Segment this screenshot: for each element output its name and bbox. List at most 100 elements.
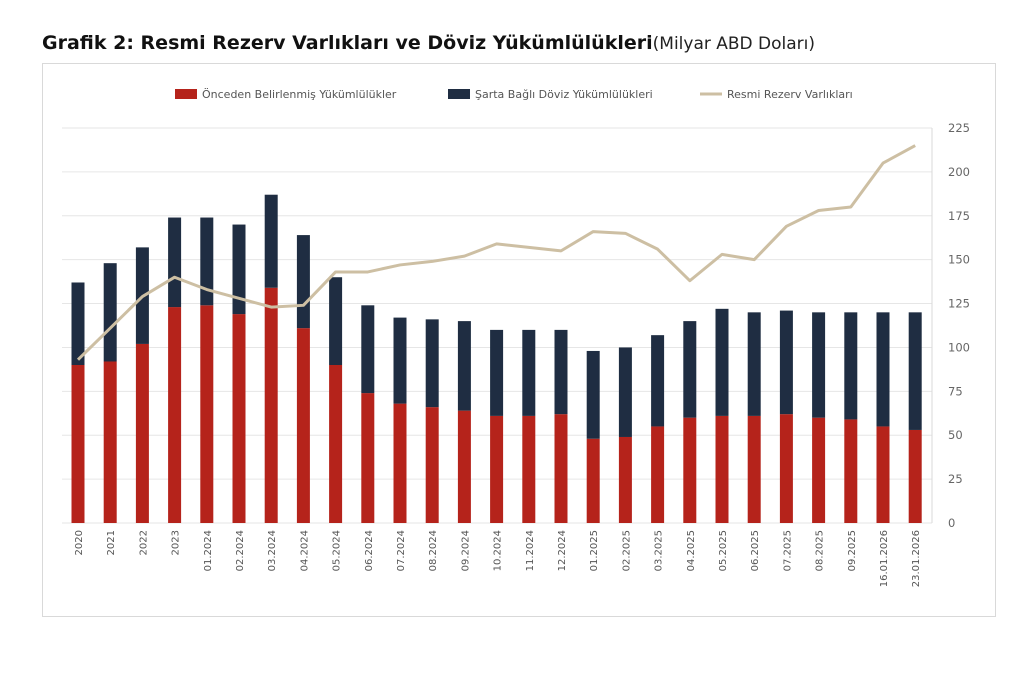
legend-label: Şarta Bağlı Döviz Yükümlülükleri <box>475 88 653 101</box>
bar-contingent <box>876 312 890 427</box>
bar-contingent <box>232 224 246 315</box>
bar-contingent <box>747 312 761 416</box>
bar-contingent <box>168 217 182 308</box>
chart-frame <box>42 63 996 617</box>
bar-predetermined <box>135 343 149 523</box>
bar-predetermined <box>168 307 182 523</box>
x-tick-label: 09.2025 <box>847 530 858 571</box>
y-tick-label: 225 <box>948 121 970 135</box>
chart-title: Grafik 2: Resmi Rezerv Varlıkları ve Döv… <box>42 32 815 54</box>
bar-predetermined <box>554 414 568 523</box>
y-tick-label: 125 <box>948 297 970 311</box>
x-tick-label: 05.2025 <box>718 530 729 571</box>
y-tick-label: 150 <box>948 253 970 267</box>
x-tick-label: 07.2025 <box>782 530 793 571</box>
bar-predetermined <box>908 429 922 523</box>
bar-predetermined <box>586 438 600 523</box>
bar-predetermined <box>393 403 407 523</box>
bar-contingent <box>651 335 665 427</box>
legend-label: Önceden Belirlenmiş Yükümlülükler <box>202 88 397 101</box>
y-tick-label: 100 <box>948 340 970 354</box>
bar-predetermined <box>103 361 117 523</box>
bar-contingent <box>425 319 439 408</box>
bar-contingent <box>586 350 600 439</box>
bar-predetermined <box>232 314 246 523</box>
x-tick-label: 01.2025 <box>589 530 600 571</box>
bar-predetermined <box>329 365 343 523</box>
x-tick-label: 2023 <box>171 530 182 555</box>
x-tick-label: 16.01.2026 <box>879 530 890 587</box>
x-tick-label: 03.2025 <box>654 530 665 571</box>
x-tick-label: 08.2024 <box>428 530 439 571</box>
bar-contingent <box>264 194 278 288</box>
x-tick-label: 23.01.2026 <box>911 530 922 587</box>
bar-contingent <box>103 263 117 362</box>
bar-contingent <box>554 329 568 415</box>
bar-contingent <box>844 312 858 420</box>
bar-predetermined <box>876 426 890 523</box>
bar-contingent <box>779 310 793 415</box>
x-tick-label: 2020 <box>74 530 85 555</box>
x-tick-label: 05.2024 <box>332 530 343 571</box>
x-tick-label: 04.2025 <box>686 530 697 571</box>
bar-contingent <box>329 277 343 365</box>
x-tick-label: 11.2024 <box>525 530 536 571</box>
subtitle-text: (Milyar ABD Doları) <box>652 34 816 54</box>
bar-predetermined <box>200 305 214 523</box>
y-tick-label: 50 <box>948 428 963 442</box>
x-tick-label: 07.2024 <box>396 530 407 571</box>
bar-predetermined <box>715 415 729 523</box>
bar-predetermined <box>779 414 793 523</box>
x-tick-label: 01.2024 <box>203 530 214 571</box>
bar-contingent <box>490 329 504 416</box>
legend-swatch <box>175 89 197 99</box>
bar-contingent <box>618 347 632 437</box>
bar-contingent <box>200 217 214 306</box>
bar-contingent <box>296 235 310 329</box>
legend-label: Resmi Rezerv Varlıkları <box>727 88 853 101</box>
bar-predetermined <box>618 436 632 523</box>
bar-contingent <box>71 282 85 365</box>
x-tick-label: 12.2024 <box>557 530 568 571</box>
bar-contingent <box>812 312 826 418</box>
bar-contingent <box>393 317 407 404</box>
bar-predetermined <box>844 419 858 523</box>
bar-predetermined <box>490 415 504 523</box>
x-tick-label: 09.2024 <box>460 530 471 571</box>
bar-predetermined <box>425 407 439 523</box>
bar-predetermined <box>651 426 665 523</box>
x-tick-label: 06.2025 <box>750 530 761 571</box>
y-tick-label: 25 <box>948 472 963 486</box>
bar-predetermined <box>683 417 697 523</box>
bar-contingent <box>361 305 375 394</box>
legend-swatch <box>448 89 470 99</box>
bar-predetermined <box>457 410 471 523</box>
x-tick-label: 2022 <box>138 530 149 555</box>
bar-predetermined <box>812 417 826 523</box>
bar-predetermined <box>522 415 536 523</box>
title-text: Grafik 2: Resmi Rezerv Varlıkları ve Döv… <box>42 32 653 54</box>
bar-predetermined <box>296 328 310 523</box>
x-tick-label: 08.2025 <box>815 530 826 571</box>
x-tick-label: 10.2024 <box>493 530 504 571</box>
bar-contingent <box>908 312 922 430</box>
x-tick-label: 04.2024 <box>299 530 310 571</box>
y-tick-label: 0 <box>948 516 955 530</box>
bar-contingent <box>522 329 536 416</box>
bar-contingent <box>457 321 471 411</box>
y-tick-label: 200 <box>948 165 970 179</box>
x-tick-label: 03.2024 <box>267 530 278 571</box>
bar-predetermined <box>747 415 761 523</box>
x-tick-label: 02.2024 <box>235 530 246 571</box>
bar-predetermined <box>71 365 85 523</box>
x-tick-label: 02.2025 <box>621 530 632 571</box>
x-tick-label: 2021 <box>106 530 117 555</box>
y-tick-label: 75 <box>948 384 963 398</box>
bar-contingent <box>683 321 697 418</box>
bar-contingent <box>715 308 729 416</box>
bar-predetermined <box>361 393 375 523</box>
x-tick-label: 06.2024 <box>364 530 375 571</box>
bar-predetermined <box>264 287 278 523</box>
y-tick-label: 175 <box>948 209 970 223</box>
